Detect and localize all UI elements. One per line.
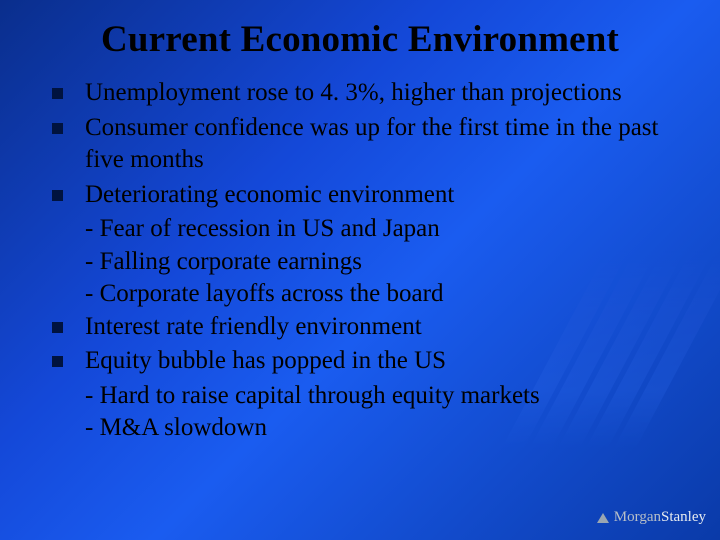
bullet-text: Unemployment rose to 4. 3%, higher than … — [85, 77, 622, 110]
square-bullet-icon — [52, 356, 63, 367]
square-bullet-icon — [52, 322, 63, 333]
slide-body: Unemployment rose to 4. 3%, higher than … — [52, 77, 680, 445]
bullet-item: Consumer confidence was up for the first… — [52, 112, 680, 177]
square-bullet-icon — [52, 88, 63, 99]
bullet-text: Equity bubble has popped in the US — [85, 345, 446, 378]
sub-bullet: - Falling corporate earnings — [85, 246, 680, 279]
slide-title: Current Economic Environment — [40, 18, 680, 61]
bullet-text: Deteriorating economic environment — [85, 179, 454, 212]
square-bullet-icon — [52, 190, 63, 201]
triangle-icon — [597, 513, 609, 523]
bullet-item: Unemployment rose to 4. 3%, higher than … — [52, 77, 680, 110]
brand-logo: MorganStanley — [597, 509, 706, 526]
sub-bullet: - Hard to raise capital through equity m… — [85, 380, 680, 413]
brand-second: Stanley — [661, 509, 706, 525]
bullet-text: Consumer confidence was up for the first… — [85, 112, 680, 177]
brand-name: MorganStanley — [614, 509, 706, 526]
bullet-item: Interest rate friendly environment — [52, 311, 680, 344]
sub-bullet: - M&A slowdown — [85, 412, 680, 445]
brand-first: Morgan — [614, 509, 661, 525]
square-bullet-icon — [52, 123, 63, 134]
bullet-item: Deteriorating economic environment — [52, 179, 680, 212]
bullet-item: Equity bubble has popped in the US — [52, 345, 680, 378]
bullet-text: Interest rate friendly environment — [85, 311, 422, 344]
slide: Current Economic Environment Unemploymen… — [0, 0, 720, 540]
sub-bullet: - Corporate layoffs across the board — [85, 278, 680, 311]
sub-bullet: - Fear of recession in US and Japan — [85, 213, 680, 246]
